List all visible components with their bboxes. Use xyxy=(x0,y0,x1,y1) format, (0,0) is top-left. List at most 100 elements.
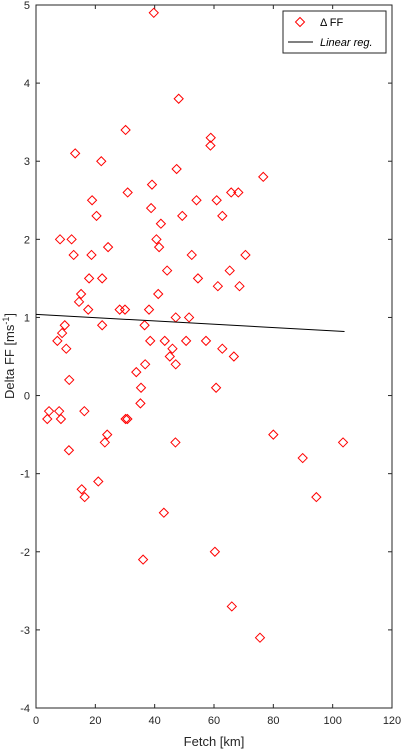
data-point xyxy=(192,273,204,284)
data-point xyxy=(86,249,97,261)
data-point xyxy=(96,273,108,284)
data-point xyxy=(209,546,221,557)
data-point xyxy=(297,452,308,464)
y-tick-label: -1 xyxy=(20,469,30,481)
data-point xyxy=(217,210,228,222)
data-point xyxy=(135,398,146,409)
data-point xyxy=(211,195,222,206)
data-point xyxy=(139,320,150,331)
y-tick-label: 2 xyxy=(24,234,30,246)
data-point xyxy=(177,210,188,222)
data-point xyxy=(122,413,133,425)
data-point xyxy=(120,124,131,136)
data-point xyxy=(54,234,66,245)
y-tick-label: 1 xyxy=(24,312,30,324)
data-point xyxy=(42,413,53,425)
x-tick-label: 40 xyxy=(149,715,161,727)
y-axis: -4 -3 -2 -1 0 1 2 3 4 5 xyxy=(20,0,392,715)
data-point xyxy=(76,484,87,495)
legend: Δ FF Linear reg. xyxy=(282,10,387,54)
data-point xyxy=(161,265,173,276)
data-point xyxy=(159,335,170,347)
data-point xyxy=(131,366,142,378)
y-tick-label: -4 xyxy=(20,703,30,715)
data-point xyxy=(146,179,158,190)
data-point xyxy=(73,296,85,308)
data-point xyxy=(258,171,269,183)
data-point xyxy=(91,210,102,222)
x-tick-label: 20 xyxy=(89,715,101,727)
data-point xyxy=(205,132,216,143)
data-point xyxy=(66,234,77,245)
data-point xyxy=(186,249,197,261)
x-axis: 0 20 40 60 80 100 120 xyxy=(33,5,401,727)
y-tick-label: 0 xyxy=(24,391,30,403)
data-point xyxy=(55,413,67,425)
data-point xyxy=(93,476,104,487)
data-point xyxy=(167,343,178,354)
data-point xyxy=(96,156,107,167)
data-point xyxy=(56,327,68,339)
data-point xyxy=(155,218,167,229)
y-axis-label-close: ] xyxy=(2,313,17,317)
x-tick-label: 80 xyxy=(267,715,279,727)
data-point xyxy=(96,320,108,331)
data-point xyxy=(226,601,238,612)
data-point xyxy=(180,335,192,347)
x-tick-label: 0 xyxy=(33,715,39,727)
data-point xyxy=(200,335,212,347)
data-point xyxy=(101,429,113,440)
data-point xyxy=(164,351,176,362)
data-point xyxy=(139,359,151,370)
data-point xyxy=(79,491,90,503)
data-point xyxy=(75,288,87,300)
data-point xyxy=(119,304,131,315)
legend-diamond-icon xyxy=(294,16,306,28)
data-point xyxy=(148,7,159,19)
regression-line-group xyxy=(35,313,345,333)
legend-label-delta-ff: Δ FF xyxy=(320,17,344,29)
data-point xyxy=(240,249,251,261)
y-tick-label: 5 xyxy=(24,0,30,12)
data-point xyxy=(224,265,235,276)
data-point xyxy=(158,507,170,518)
data-point xyxy=(79,405,90,417)
data-point xyxy=(61,343,72,354)
data-point xyxy=(135,382,147,393)
legend-label-linear-reg: Linear reg. xyxy=(320,37,373,49)
plot-area xyxy=(35,4,393,709)
x-tick-label: 60 xyxy=(208,715,220,727)
data-point xyxy=(173,93,184,104)
data-point xyxy=(171,163,182,175)
data-points xyxy=(42,7,349,643)
data-point xyxy=(137,554,149,565)
y-axis-label-sup: -1 xyxy=(1,317,11,325)
y-axis-label-main: Delta FF [ms xyxy=(2,324,17,399)
data-point xyxy=(205,140,216,151)
y-tick-label: -2 xyxy=(20,547,30,559)
data-point xyxy=(212,280,224,292)
data-point xyxy=(86,195,98,206)
data-point xyxy=(68,249,79,261)
data-point xyxy=(254,632,266,643)
data-point xyxy=(151,234,162,245)
data-point xyxy=(191,195,202,206)
data-point xyxy=(64,374,75,386)
data-point xyxy=(311,491,322,503)
data-point xyxy=(225,187,237,198)
data-point xyxy=(59,320,70,331)
x-tick-label: 100 xyxy=(323,715,341,727)
legend-box xyxy=(282,10,387,54)
y-tick-label: -3 xyxy=(20,625,30,637)
data-point xyxy=(337,437,349,448)
data-point xyxy=(217,343,228,354)
data-point xyxy=(120,413,131,425)
y-axis-label: Delta FF [ms-1] xyxy=(1,313,17,399)
y-tick-label: 3 xyxy=(24,156,30,168)
y-tick-label: 4 xyxy=(24,78,30,90)
data-point xyxy=(234,280,245,292)
data-point xyxy=(153,288,164,300)
axes-box xyxy=(35,4,393,709)
regression-line xyxy=(35,313,345,333)
